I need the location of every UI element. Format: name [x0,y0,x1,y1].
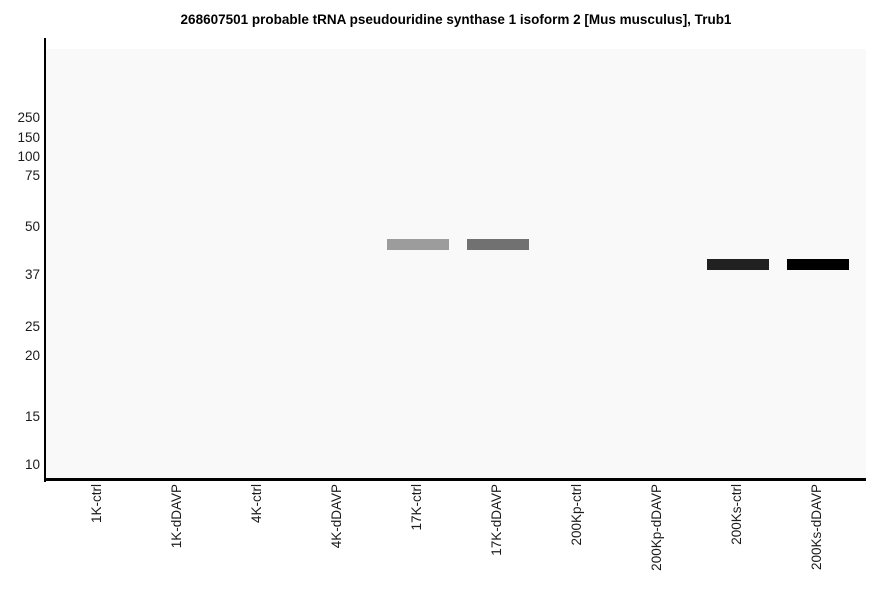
mw-marker-label: 15 [24,409,40,424]
protein-band [787,259,849,270]
mw-marker-label: 25 [24,319,40,334]
protein-band [707,259,769,270]
lane-label: 200Ks-ctrl [729,484,744,545]
figure-title: 268607501 probable tRNA pseudouridine sy… [180,12,732,27]
lane-label: 17K-dDAVP [489,484,504,556]
lane-label: 1K-dDAVP [169,484,184,549]
mw-marker-label: 75 [24,168,40,183]
y-axis-line [44,38,46,482]
lane-label: 200Kp-dDAVP [649,484,664,571]
lane-label: 1K-ctrl [89,484,104,524]
mw-marker-label: 37 [24,267,40,282]
x-axis-line [44,478,866,481]
lane-label: 4K-ctrl [249,484,264,524]
mw-marker-label: 150 [17,130,40,145]
mw-marker-label: 20 [24,348,40,363]
protein-band [467,239,529,250]
mw-marker-label: 250 [17,110,40,125]
mw-marker-label: 50 [24,219,40,234]
lane-label: 17K-ctrl [409,484,424,531]
mw-marker-label: 10 [24,457,40,472]
lane-label: 200Ks-dDAVP [809,484,824,571]
lane-label: 4K-dDAVP [329,484,344,549]
mw-marker-label: 100 [17,149,40,164]
protein-band [387,239,449,250]
lane-label: 200Kp-ctrl [569,484,584,546]
